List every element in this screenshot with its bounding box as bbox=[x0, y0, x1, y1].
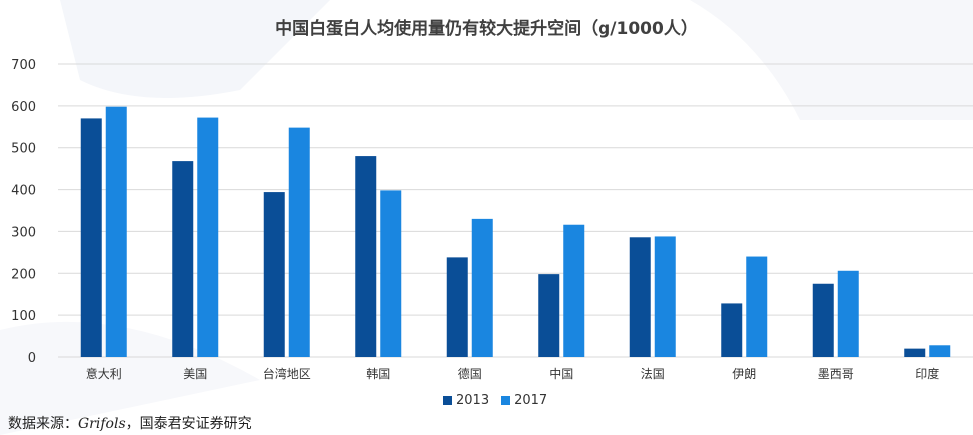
legend-swatch-2013 bbox=[443, 396, 452, 405]
y-tick-label: 600 bbox=[11, 100, 36, 115]
bar-2017-7 bbox=[746, 256, 768, 357]
x-tick-label: 中国 bbox=[549, 366, 573, 381]
x-tick-label: 印度 bbox=[915, 366, 939, 381]
x-tick-label: 意大利 bbox=[86, 366, 122, 381]
bars bbox=[80, 106, 951, 358]
legend-item-2013: 2013 bbox=[443, 393, 489, 408]
bar-2013-6 bbox=[629, 237, 651, 357]
bar-2017-6 bbox=[654, 236, 676, 357]
x-tick-label: 美国 bbox=[183, 367, 207, 381]
bar-2013-9 bbox=[904, 348, 926, 357]
bar-2013-2 bbox=[263, 192, 285, 357]
bar-2013-5 bbox=[538, 274, 560, 357]
y-tick-label: 100 bbox=[11, 309, 36, 324]
source-prefix: 数据来源： bbox=[8, 416, 78, 432]
bar-2017-1 bbox=[197, 117, 219, 357]
y-tick-label: 500 bbox=[11, 142, 36, 157]
x-tick-label: 德国 bbox=[458, 366, 482, 381]
y-tick-label: 200 bbox=[11, 267, 36, 282]
x-axis-ticks: 意大利 美国 台湾地区 韩国 德国 中国 法国 伊朗 墨西哥 印度 bbox=[86, 366, 940, 381]
legend-label-2017: 2017 bbox=[514, 393, 548, 408]
legend-label-2013: 2013 bbox=[456, 393, 490, 408]
source-suffix: ，国泰君安证券研究 bbox=[125, 416, 252, 432]
y-axis-ticks: 0 100 200 300 400 500 600 700 bbox=[11, 58, 36, 366]
bar-2017-9 bbox=[929, 345, 951, 357]
bar-2013-8 bbox=[812, 283, 834, 357]
bar-2013-1 bbox=[172, 161, 194, 357]
bar-2013-7 bbox=[721, 303, 743, 357]
y-tick-label: 0 bbox=[28, 351, 36, 366]
bar-2017-8 bbox=[837, 270, 859, 357]
y-tick-label: 700 bbox=[11, 58, 36, 73]
bar-2017-3 bbox=[380, 190, 402, 357]
bar-2017-0 bbox=[105, 106, 127, 358]
x-tick-label: 墨西哥 bbox=[818, 367, 854, 381]
y-tick-label: 400 bbox=[11, 184, 36, 199]
gridlines bbox=[58, 63, 973, 358]
x-tick-label: 韩国 bbox=[366, 366, 390, 381]
bar-2017-5 bbox=[563, 224, 585, 357]
x-tick-label: 伊朗 bbox=[732, 367, 756, 381]
legend-item-2017: 2017 bbox=[501, 393, 547, 408]
bar-2013-0 bbox=[80, 118, 102, 358]
bar-2013-3 bbox=[355, 156, 377, 357]
x-tick-label: 法国 bbox=[641, 367, 665, 381]
bar-2017-2 bbox=[288, 127, 310, 357]
chart-title: 中国白蛋白人均使用量仍有较大提升空间（g/1000人） bbox=[275, 19, 698, 39]
x-tick-label: 台湾地区 bbox=[263, 366, 311, 381]
legend: 2013 2017 bbox=[443, 393, 559, 408]
legend-swatch-2017 bbox=[501, 396, 511, 405]
bar-2013-4 bbox=[446, 257, 468, 357]
source-note: 数据来源：Grifols，国泰君安证券研究 bbox=[8, 413, 252, 433]
source-italic: Grifols bbox=[78, 416, 126, 432]
bar-2017-4 bbox=[471, 218, 493, 357]
y-tick-label: 300 bbox=[11, 225, 36, 240]
